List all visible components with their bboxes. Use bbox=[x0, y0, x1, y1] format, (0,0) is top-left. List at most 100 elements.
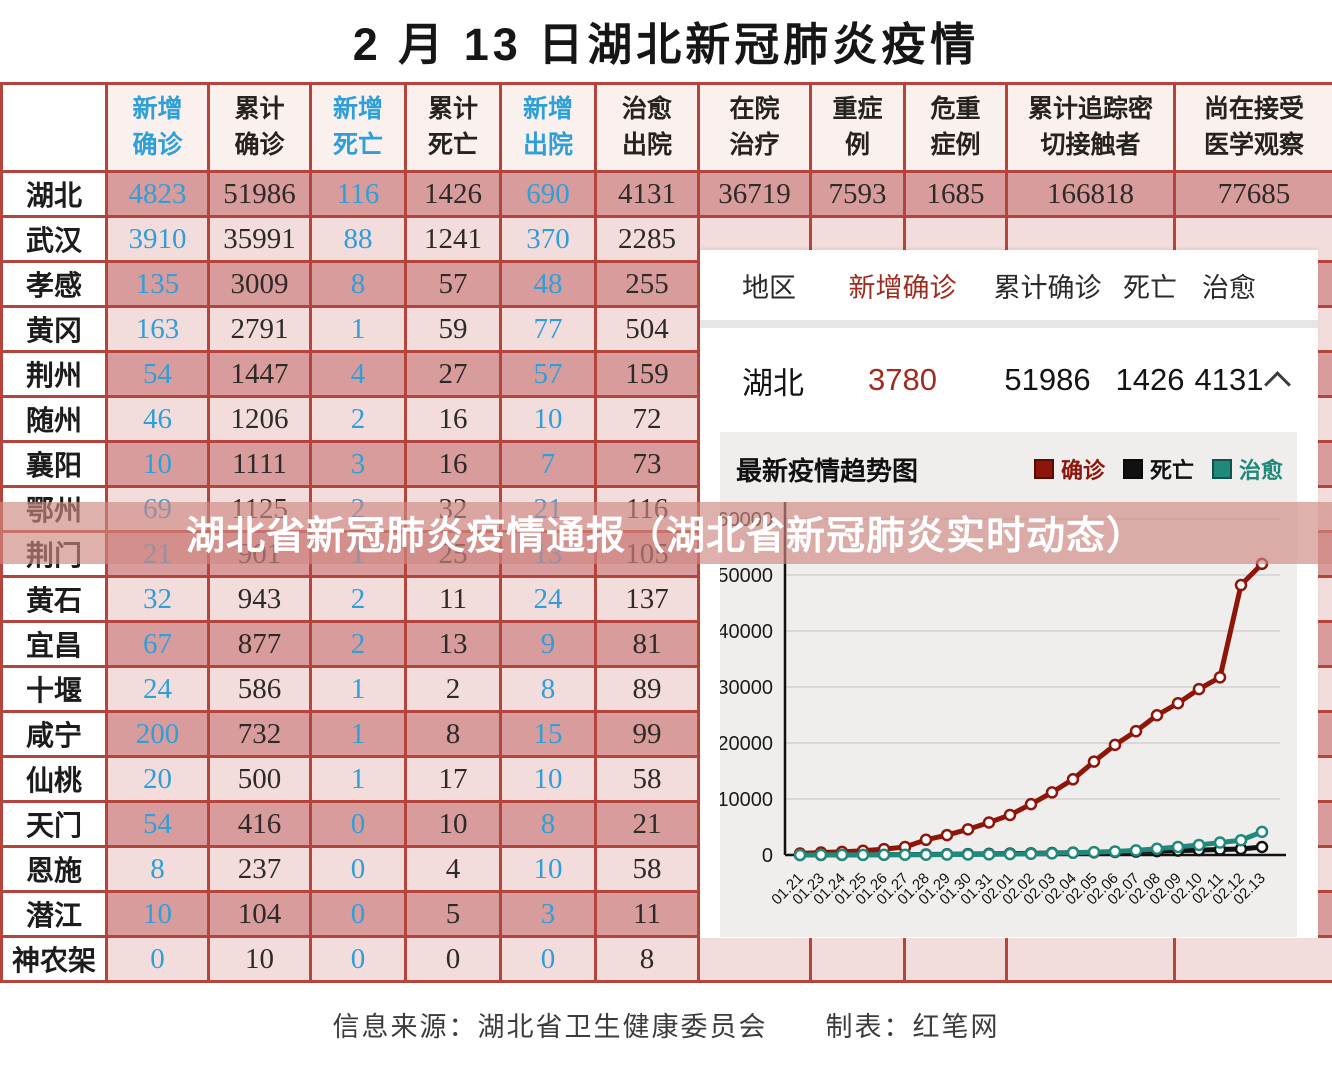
value-cell: 10 bbox=[404, 800, 502, 848]
region-cell: 仙桃 bbox=[0, 755, 108, 803]
panel-new-confirmed-value: 3780 bbox=[868, 362, 937, 397]
value-cell: 2791 bbox=[207, 305, 312, 353]
value-cell: 166818 bbox=[1005, 170, 1176, 218]
value-cell: 3 bbox=[309, 440, 407, 488]
page-title: 2 月 13 日湖北新冠肺炎疫情 bbox=[352, 18, 980, 70]
collapse-chevron-icon[interactable] bbox=[1264, 370, 1291, 398]
legend-swatch-icon bbox=[1033, 459, 1054, 479]
value-cell: 35991 bbox=[207, 215, 312, 263]
column-header: 危重 症例 bbox=[903, 82, 1008, 173]
legend-item: 治愈 bbox=[1211, 453, 1283, 485]
legend-item: 确诊 bbox=[1033, 453, 1105, 485]
panel-death-value: 1426 bbox=[1115, 362, 1185, 397]
svg-text:30000: 30000 bbox=[720, 677, 773, 699]
svg-text:20000: 20000 bbox=[720, 733, 773, 755]
region-cell: 恩施 bbox=[0, 845, 108, 893]
value-cell: 4131 bbox=[594, 170, 700, 218]
value-cell: 58 bbox=[594, 755, 700, 803]
value-cell: 15 bbox=[499, 710, 597, 758]
region-cell: 神农架 bbox=[0, 935, 108, 983]
value-cell: 3 bbox=[499, 890, 597, 938]
value-cell: 48 bbox=[499, 260, 597, 308]
value-cell: 8 bbox=[404, 710, 502, 758]
value-cell: 57 bbox=[499, 350, 597, 398]
value-cell: 0 bbox=[404, 935, 502, 983]
panel-cured-value: 4131 bbox=[1194, 362, 1264, 397]
panel-col-new-confirmed: 新增确诊 bbox=[848, 272, 957, 303]
region-cell: 荆州 bbox=[0, 350, 108, 398]
svg-text:40000: 40000 bbox=[720, 621, 773, 643]
table-row: 神农架 0 10 0 0 0 8 bbox=[0, 935, 1332, 983]
value-cell: 54 bbox=[105, 350, 210, 398]
panel-region-value: 湖北 bbox=[742, 365, 804, 401]
value-cell: 9 bbox=[499, 620, 597, 668]
value-cell: 104 bbox=[207, 890, 312, 938]
value-cell: 10 bbox=[105, 440, 210, 488]
hubei-summary-row[interactable]: 湖北 3780 51986 1426 4131 bbox=[700, 328, 1318, 432]
value-cell: 370 bbox=[499, 215, 597, 263]
value-cell: 8 bbox=[499, 800, 597, 848]
value-cell: 1111 bbox=[207, 440, 312, 488]
value-cell: 163 bbox=[105, 305, 210, 353]
value-cell: 99 bbox=[594, 710, 700, 758]
value-cell: 24 bbox=[499, 575, 597, 623]
value-cell bbox=[697, 935, 812, 983]
column-header: 新增 确诊 bbox=[105, 82, 210, 173]
panel-col-cum-confirmed: 累计确诊 bbox=[993, 272, 1102, 303]
panel-col-region: 地区 bbox=[742, 272, 796, 303]
region-cell: 潜江 bbox=[0, 890, 108, 938]
value-cell: 67 bbox=[105, 620, 210, 668]
value-cell: 88 bbox=[309, 215, 407, 263]
value-cell: 159 bbox=[594, 350, 700, 398]
svg-text:10000: 10000 bbox=[720, 789, 773, 811]
value-cell bbox=[1005, 935, 1176, 983]
value-cell: 1447 bbox=[207, 350, 312, 398]
legend-item: 死亡 bbox=[1122, 453, 1194, 485]
value-cell: 500 bbox=[207, 755, 312, 803]
chart-legend: 确诊 死亡 治愈 bbox=[1033, 453, 1283, 485]
column-header: 在院 治疗 bbox=[697, 82, 812, 173]
value-cell: 10 bbox=[499, 845, 597, 893]
value-cell: 0 bbox=[309, 800, 407, 848]
value-cell: 3910 bbox=[105, 215, 210, 263]
value-cell: 1 bbox=[309, 665, 407, 713]
value-cell: 1685 bbox=[903, 170, 1008, 218]
value-cell: 0 bbox=[499, 935, 597, 983]
value-cell: 51986 bbox=[207, 170, 312, 218]
value-cell: 2 bbox=[309, 575, 407, 623]
legend-swatch-icon bbox=[1122, 459, 1143, 479]
chart-title: 最新疫情趋势图 bbox=[736, 455, 919, 486]
value-cell: 416 bbox=[207, 800, 312, 848]
value-cell: 77685 bbox=[1173, 170, 1332, 218]
value-cell: 58 bbox=[594, 845, 700, 893]
value-cell: 10 bbox=[499, 755, 597, 803]
value-cell bbox=[809, 935, 906, 983]
value-cell: 16 bbox=[404, 395, 502, 443]
value-cell bbox=[903, 935, 1008, 983]
region-cell: 湖北 bbox=[0, 170, 108, 218]
value-cell: 20 bbox=[105, 755, 210, 803]
region-cell: 孝感 bbox=[0, 260, 108, 308]
column-header: 尚在接受 医学观察 bbox=[1173, 82, 1332, 173]
value-cell: 255 bbox=[594, 260, 700, 308]
value-cell: 943 bbox=[207, 575, 312, 623]
value-cell: 135 bbox=[105, 260, 210, 308]
value-cell: 73 bbox=[594, 440, 700, 488]
column-header: 重症例 bbox=[809, 82, 906, 173]
panel-col-cured: 治愈 bbox=[1202, 272, 1256, 303]
value-cell: 1 bbox=[309, 710, 407, 758]
value-cell: 237 bbox=[207, 845, 312, 893]
value-cell: 200 bbox=[105, 710, 210, 758]
region-cell: 宜昌 bbox=[0, 620, 108, 668]
value-cell: 504 bbox=[594, 305, 700, 353]
column-header: 治愈 出院 bbox=[594, 82, 700, 173]
value-cell: 16 bbox=[404, 440, 502, 488]
panel-divider bbox=[700, 320, 1318, 328]
region-cell: 武汉 bbox=[0, 215, 108, 263]
value-cell: 1 bbox=[309, 755, 407, 803]
value-cell: 24 bbox=[105, 665, 210, 713]
value-cell: 8 bbox=[105, 845, 210, 893]
value-cell: 36719 bbox=[697, 170, 812, 218]
value-cell: 1241 bbox=[404, 215, 502, 263]
svg-text:0: 0 bbox=[762, 845, 773, 867]
